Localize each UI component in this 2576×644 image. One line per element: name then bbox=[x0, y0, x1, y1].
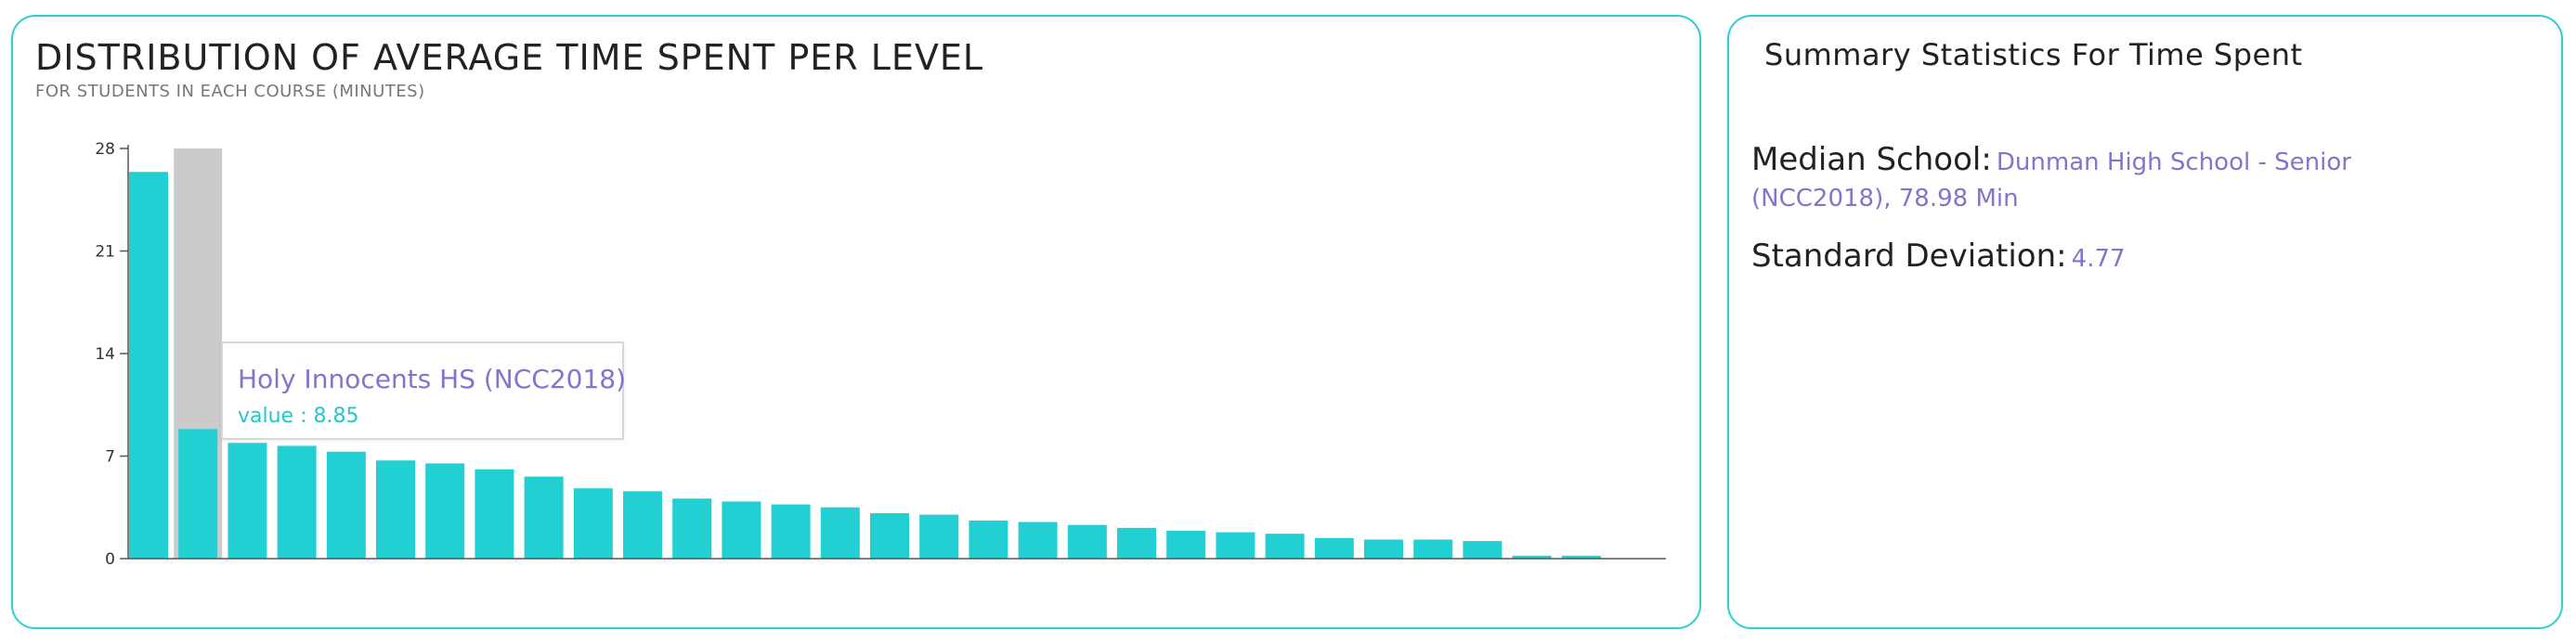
bar bbox=[1512, 555, 1552, 559]
tooltip-value: value : 8.85 bbox=[238, 405, 359, 428]
bar bbox=[425, 463, 465, 559]
bar bbox=[820, 507, 860, 559]
bar bbox=[722, 501, 761, 559]
bar bbox=[573, 488, 613, 559]
bar bbox=[228, 443, 267, 559]
median-school-label: Median School: bbox=[1751, 141, 1992, 178]
bar bbox=[1067, 524, 1107, 559]
y-tick-label: 0 bbox=[105, 550, 115, 569]
median-school-value: Dunman High School - Senior (NCC2018), 7… bbox=[1751, 148, 2351, 213]
time-distribution-panel: DISTRIBUTION OF AVERAGE TIME SPENT PER L… bbox=[11, 15, 1701, 629]
bars bbox=[129, 172, 1601, 559]
bar bbox=[524, 476, 564, 559]
standard-deviation-value: 4.77 bbox=[2071, 245, 2126, 273]
bar bbox=[870, 513, 909, 559]
bar bbox=[672, 498, 712, 559]
stats-title: Summary Statistics For Time Spent bbox=[1764, 37, 2303, 72]
bar bbox=[1265, 534, 1305, 559]
bar bbox=[1166, 531, 1206, 559]
y-axis: 0 7 14 21 28 bbox=[95, 140, 129, 569]
bar bbox=[129, 172, 168, 559]
y-tick-label: 28 bbox=[95, 140, 115, 159]
y-tick-label: 21 bbox=[95, 243, 115, 262]
bar bbox=[1216, 532, 1255, 559]
bar bbox=[475, 469, 514, 559]
bar bbox=[1117, 527, 1156, 559]
bar bbox=[376, 460, 415, 559]
bar bbox=[969, 520, 1008, 559]
bar bbox=[919, 514, 959, 559]
y-tick-label: 7 bbox=[105, 448, 115, 467]
tooltip-school-name: Holy Innocents HS (NCC2018) bbox=[238, 364, 627, 394]
bar bbox=[771, 504, 811, 559]
bar bbox=[1561, 555, 1601, 559]
bar bbox=[178, 429, 218, 559]
chart-subtitle: FOR STUDENTS IN EACH COURSE (MINUTES) bbox=[35, 82, 425, 101]
bar bbox=[1463, 541, 1503, 559]
chart-title: DISTRIBUTION OF AVERAGE TIME SPENT PER L… bbox=[35, 37, 984, 78]
bar bbox=[1413, 539, 1453, 559]
bar bbox=[623, 491, 662, 559]
bar bbox=[1364, 539, 1403, 559]
bar-tooltip: Holy Innocents HS (NCC2018) value : 8.85 bbox=[221, 341, 627, 440]
bar bbox=[1018, 522, 1058, 559]
standard-deviation-label: Standard Deviation: bbox=[1751, 238, 2067, 275]
standard-deviation-stat: Standard Deviation: 4.77 bbox=[1751, 239, 2126, 278]
median-school-stat: Median School: Dunman High School - Seni… bbox=[1751, 143, 2494, 218]
summary-statistics-panel: Summary Statistics For Time Spent Median… bbox=[1727, 15, 2563, 629]
bar bbox=[1314, 537, 1354, 559]
y-tick-label: 14 bbox=[95, 345, 115, 364]
bar bbox=[277, 445, 317, 559]
bar bbox=[326, 451, 366, 559]
bar-chart: 0 7 14 21 28 bbox=[95, 140, 1666, 569]
